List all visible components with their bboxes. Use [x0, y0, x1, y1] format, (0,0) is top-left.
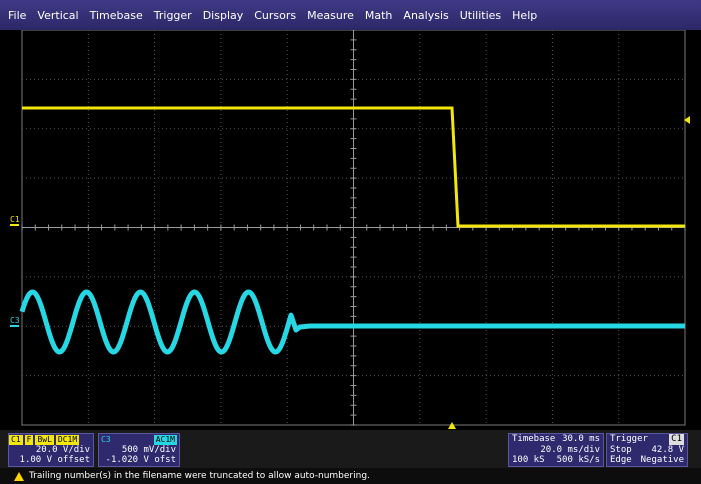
- c1-badge-bwl: BwL: [35, 434, 54, 445]
- trigger-level-marker: [684, 116, 690, 124]
- menu-timebase[interactable]: Timebase: [89, 8, 143, 22]
- status-bar: Trailing number(s) in the filename were …: [0, 468, 701, 484]
- menu-trigger[interactable]: Trigger: [153, 8, 192, 22]
- menu-math[interactable]: Math: [364, 8, 393, 22]
- trigger-level: 42.8 V: [651, 445, 684, 455]
- trigger-slope: Negative: [640, 455, 684, 465]
- menu-utilities[interactable]: Utilities: [459, 8, 502, 22]
- timebase-time-div: 20.0 ms/div: [540, 445, 600, 455]
- menu-bar: File Vertical Timebase Trigger Display C…: [0, 0, 701, 30]
- c1-offset: 1.00 V offset: [19, 455, 90, 465]
- trigger-source-badge: C1: [669, 434, 684, 445]
- c1-descriptor[interactable]: C1 F BwL DC1M 20.0 V/div 1.00 V offset: [8, 433, 94, 467]
- c3-trace: [19, 289, 685, 355]
- c1-ground-label: C1: [10, 215, 20, 224]
- waveform-grid: [19, 30, 690, 429]
- menu-display[interactable]: Display: [202, 8, 244, 22]
- menu-measure[interactable]: Measure: [307, 8, 354, 22]
- timebase-samples: 100 kS: [512, 455, 545, 465]
- trigger-mode: Stop: [610, 445, 632, 455]
- c1-name-badge: C1: [9, 434, 23, 445]
- menu-vertical[interactable]: Vertical: [37, 8, 79, 22]
- c3-scale: 500 mV/div: [121, 445, 176, 455]
- trigger-label: Trigger: [610, 434, 648, 444]
- menu-help[interactable]: Help: [512, 8, 538, 22]
- trigger-descriptor[interactable]: Trigger C1 Stop 42.8 V Edge Negative: [606, 433, 688, 467]
- warning-icon: [14, 471, 24, 481]
- trigger-position-marker: [448, 422, 456, 429]
- waveform-display[interactable]: C1 C3: [0, 30, 701, 430]
- c1-ground-marker: [10, 224, 19, 226]
- menu-cursors[interactable]: Cursors: [254, 8, 297, 22]
- timebase-label: Timebase: [512, 434, 556, 444]
- c3-ground-marker: [10, 325, 19, 327]
- menu-file[interactable]: File: [8, 8, 27, 22]
- status-message: Trailing number(s) in the filename were …: [29, 471, 370, 481]
- c1-badge-dc1m: DC1M: [55, 434, 80, 445]
- c1-badge-f: F: [24, 434, 34, 445]
- menu-analysis[interactable]: Analysis: [403, 8, 449, 22]
- c3-name-badge: C3: [101, 434, 111, 444]
- timebase-delay: 30.0 ms: [562, 434, 600, 444]
- timebase-descriptor[interactable]: Timebase 30.0 ms 20.0 ms/div 100 kS 500 …: [508, 433, 604, 467]
- timebase-rate: 500 kS/s: [556, 455, 600, 465]
- c3-offset: -1.020 V ofst: [105, 455, 176, 465]
- c3-descriptor[interactable]: C3 AC1M 500 mV/div -1.020 V ofst: [98, 433, 180, 467]
- c3-coupling-badge: AC1M: [153, 434, 177, 445]
- c3-ground-label: C3: [10, 316, 20, 325]
- c1-trace: [22, 106, 685, 228]
- trigger-type: Edge: [610, 455, 632, 465]
- c1-scale: 20.0 V/div: [35, 445, 90, 455]
